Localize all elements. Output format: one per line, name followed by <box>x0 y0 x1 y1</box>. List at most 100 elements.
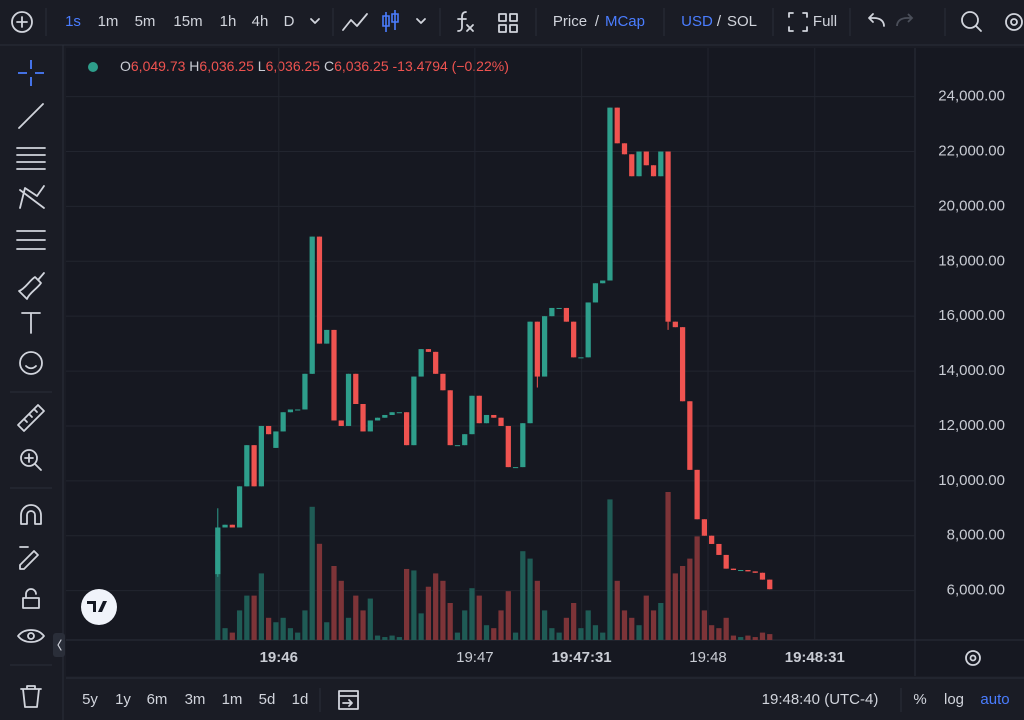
usd-toggle[interactable]: USD <box>681 13 713 30</box>
range-button[interactable]: 5y <box>82 691 98 708</box>
projection-icon[interactable] <box>16 230 46 250</box>
candle-body <box>389 412 395 415</box>
volume-bar <box>643 595 649 640</box>
logo[interactable] <box>81 589 117 625</box>
drawing-mode-icon[interactable] <box>19 546 39 570</box>
add-symbol-icon[interactable] <box>11 11 33 33</box>
volume-bar <box>592 625 599 640</box>
zoom-icon <box>24 453 42 471</box>
volume-bar <box>454 632 461 640</box>
indicators-icon[interactable] <box>457 11 474 32</box>
candle-body <box>578 357 584 359</box>
crosshair-icon[interactable] <box>18 60 44 86</box>
candle-body <box>701 519 707 536</box>
candle-body <box>563 307 570 322</box>
candle-body <box>658 151 664 177</box>
range-button[interactable]: 5d <box>259 691 276 708</box>
candle-body <box>759 572 766 580</box>
interval[interactable]: 15m <box>173 13 202 30</box>
settings-icon[interactable] <box>1005 13 1023 31</box>
fullscreen-icon[interactable] <box>788 12 808 32</box>
dropdown-icon[interactable] <box>416 18 426 24</box>
candle-body <box>607 107 613 281</box>
mcap-toggle[interactable]: MCap <box>605 13 645 30</box>
visibility-icon[interactable] <box>17 629 45 643</box>
range-button[interactable]: 1y <box>115 691 131 708</box>
collapse-icon <box>57 639 62 651</box>
range-button[interactable]: 1m <box>222 691 243 708</box>
interval[interactable]: D <box>284 13 295 30</box>
interval[interactable]: 1h <box>220 13 237 30</box>
search-icon[interactable] <box>961 11 979 29</box>
logo <box>87 601 107 612</box>
goto-date-icon[interactable] <box>338 690 359 710</box>
interval[interactable]: 5m <box>135 13 156 30</box>
search-icon <box>975 25 982 32</box>
candle-body <box>331 329 337 421</box>
candle-body <box>491 414 497 418</box>
volume-bar <box>287 628 294 640</box>
volume-bar <box>745 635 751 640</box>
candle-body <box>266 425 272 435</box>
interval[interactable]: 1m <box>98 13 119 30</box>
brush-icon[interactable] <box>18 272 45 300</box>
volume-bar <box>433 573 439 640</box>
y-tick-label: 10,000.00 <box>938 472 1005 489</box>
candles-icon[interactable] <box>382 10 399 32</box>
ruler-icon[interactable] <box>17 404 45 432</box>
candle-body <box>621 143 628 155</box>
lock-icon[interactable] <box>22 588 40 609</box>
magnet-icon[interactable] <box>20 504 42 525</box>
interval[interactable]: 1s <box>65 13 81 30</box>
volume-bar <box>266 617 272 640</box>
range-button[interactable]: 6m <box>147 691 168 708</box>
x-tick-label: 19:48:31 <box>785 649 845 666</box>
x-tick-label: 19:46 <box>260 649 298 666</box>
emoji-icon[interactable] <box>19 351 43 375</box>
axis-settings-icon[interactable] <box>965 650 981 666</box>
layout-icon[interactable] <box>498 13 518 33</box>
volume-bar <box>527 558 533 640</box>
fullscreen-button[interactable]: Full <box>813 13 837 30</box>
range-button[interactable]: 3m <box>185 691 206 708</box>
volume-bar <box>650 610 657 640</box>
candle-body <box>440 373 446 391</box>
candle-body <box>694 469 700 520</box>
delete-icon[interactable] <box>20 685 42 708</box>
zoom-icon[interactable] <box>20 449 38 467</box>
candle-body <box>767 579 773 590</box>
legend-label: O <box>120 58 131 74</box>
candle-body <box>520 423 526 468</box>
volume-bar <box>694 536 700 640</box>
candle-body <box>571 321 577 358</box>
auto-toggle[interactable]: auto <box>980 691 1009 708</box>
price-toggle[interactable]: Price <box>553 13 587 30</box>
volume-bar <box>563 617 570 640</box>
fib-icon[interactable] <box>16 147 46 170</box>
volume-bar <box>672 573 678 640</box>
undo-icon[interactable] <box>868 13 885 27</box>
candle-body <box>650 165 657 177</box>
volume-bar <box>512 632 519 640</box>
volume-bar <box>483 625 490 640</box>
trend-line-icon[interactable] <box>18 103 44 129</box>
log-toggle[interactable]: log <box>944 691 964 708</box>
volume-bar <box>658 603 664 640</box>
candle-body <box>244 445 250 487</box>
sol-toggle[interactable]: SOL <box>727 13 757 30</box>
collapse-handle[interactable] <box>53 633 65 657</box>
dropdown-icon[interactable] <box>310 18 320 24</box>
redo-icon[interactable] <box>896 13 914 27</box>
volume-bar <box>324 622 330 640</box>
text-icon[interactable] <box>21 312 41 334</box>
y-tick-label: 6,000.00 <box>947 582 1005 599</box>
interval[interactable]: 4h <box>252 13 269 30</box>
candle-body <box>498 417 504 426</box>
candle-body <box>600 280 606 284</box>
line-chart-icon[interactable] <box>342 13 368 31</box>
range-button[interactable]: 1d <box>292 691 309 708</box>
volume-bar <box>411 570 417 640</box>
volume-bar <box>222 628 228 640</box>
pattern-icon[interactable] <box>19 185 45 209</box>
percent-toggle[interactable]: % <box>913 691 926 708</box>
